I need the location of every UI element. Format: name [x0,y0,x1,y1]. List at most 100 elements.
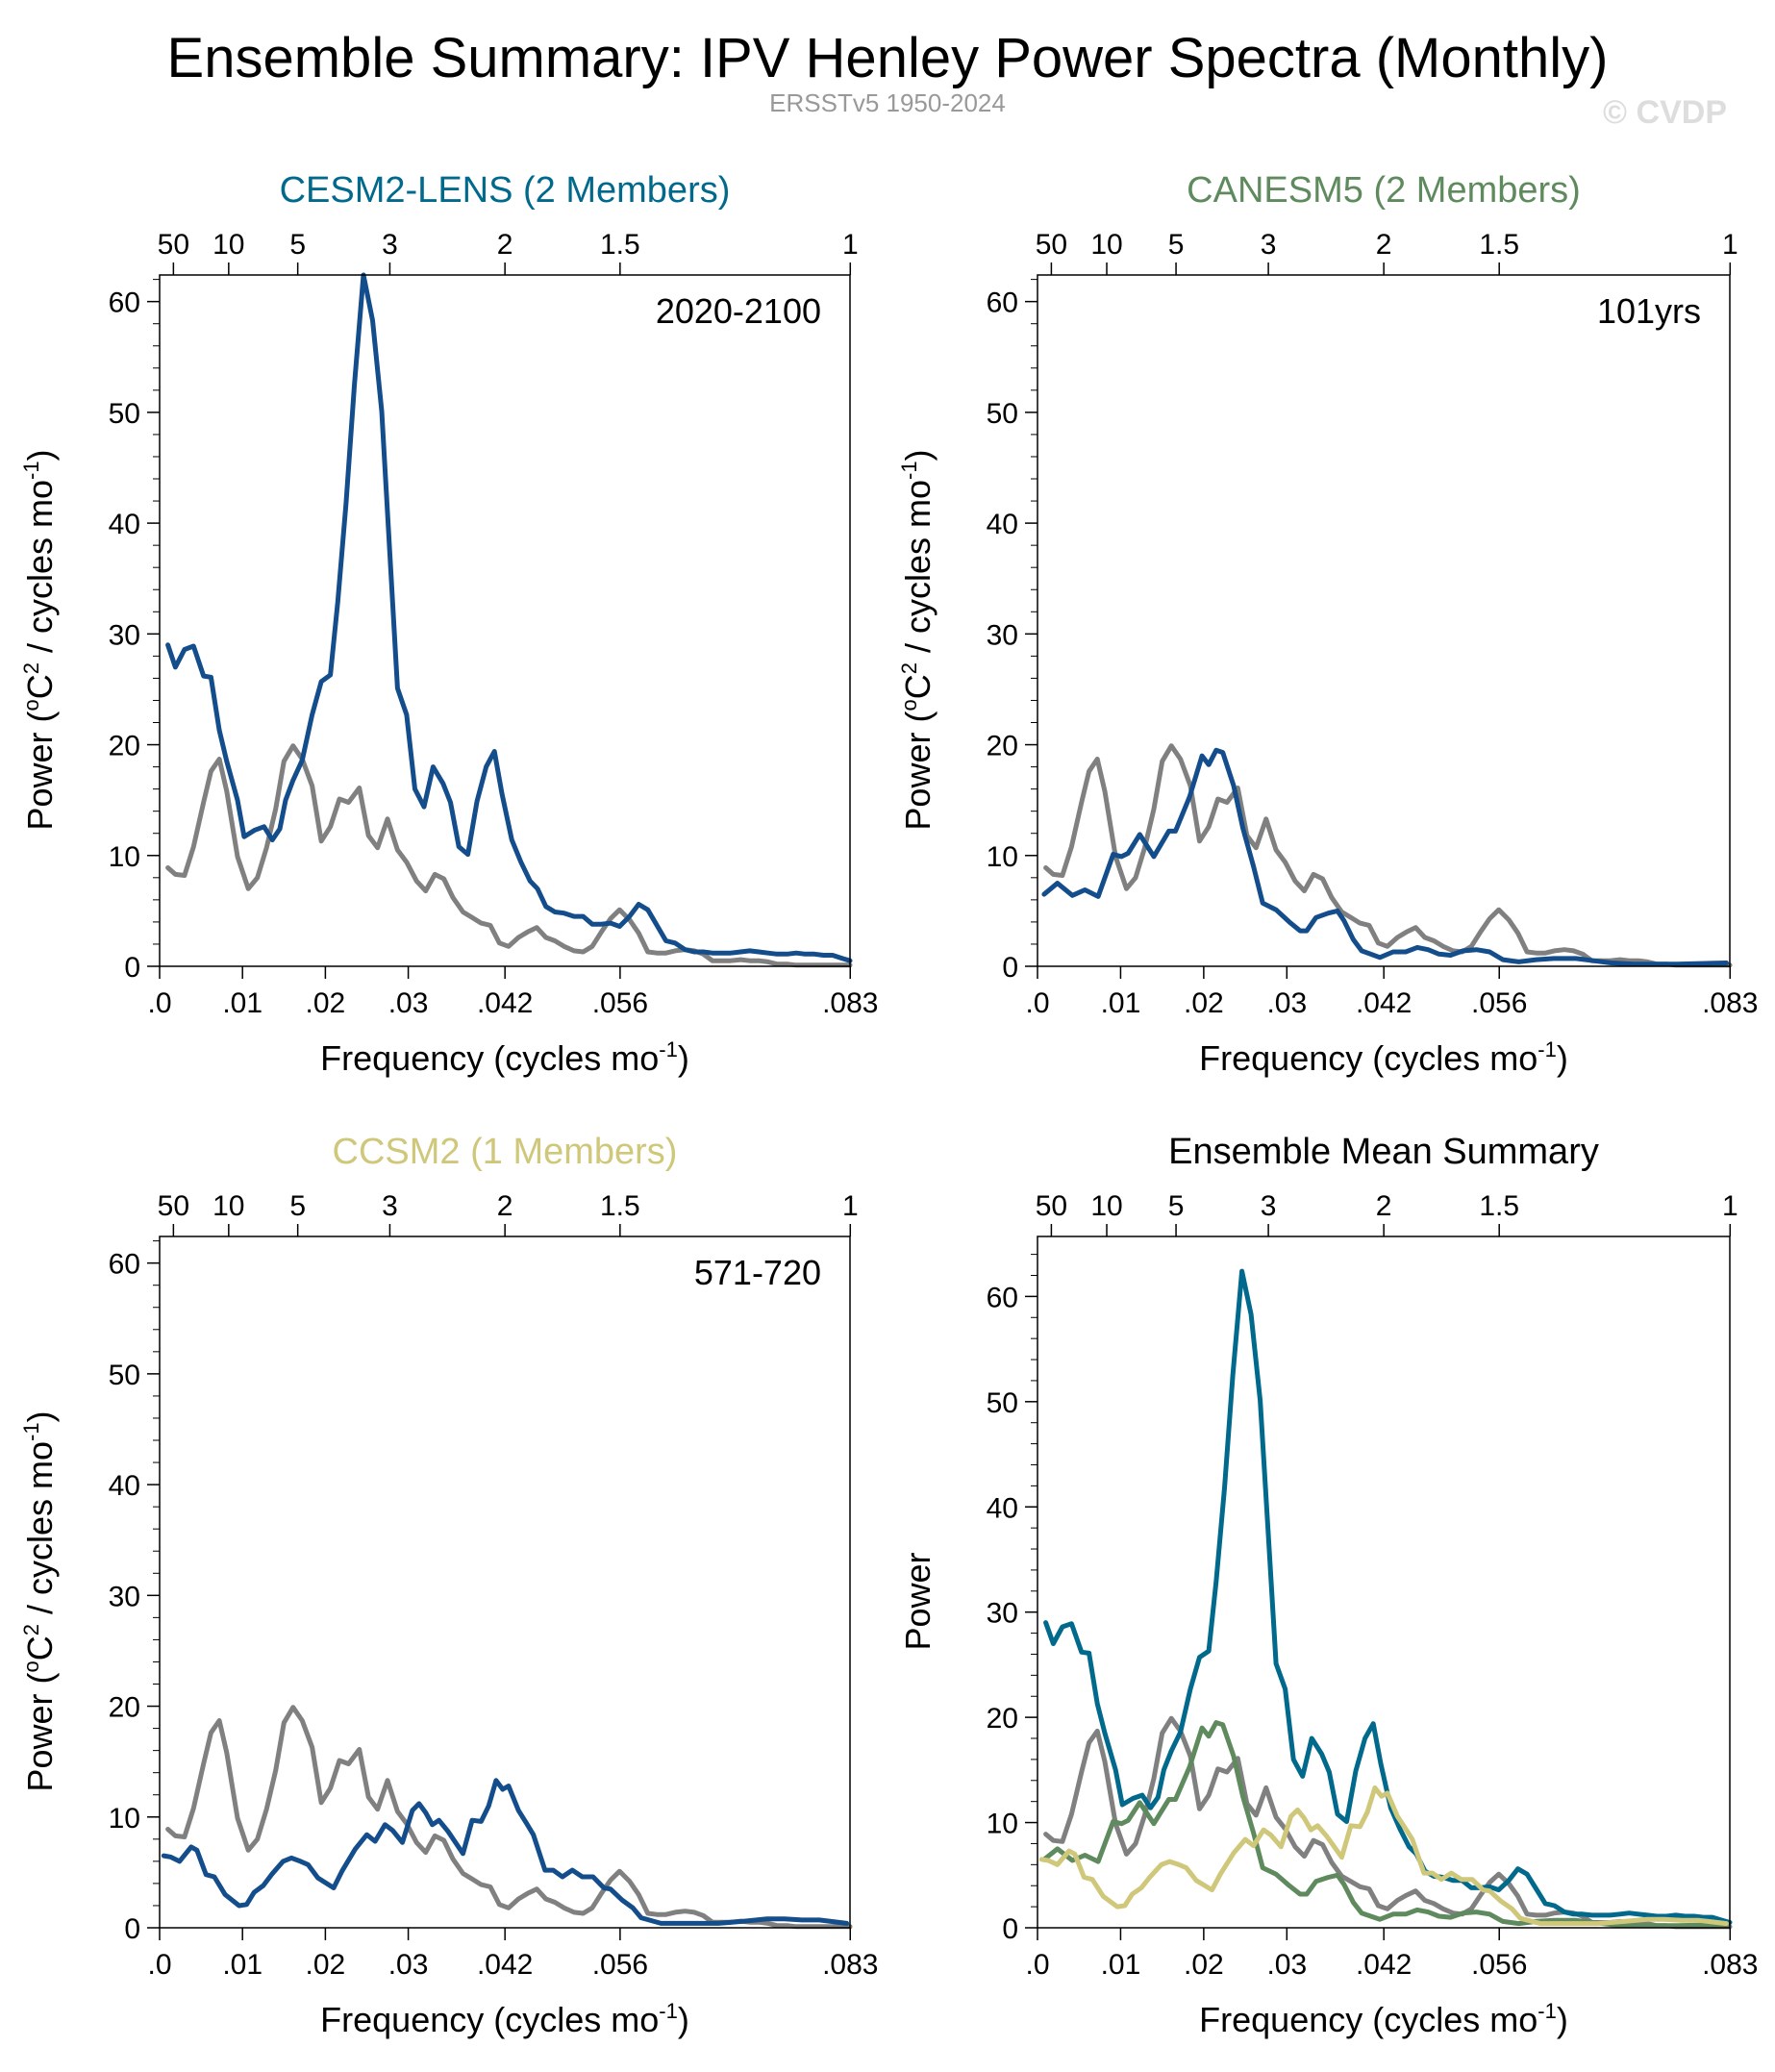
y-tick-label: 10 [109,841,140,873]
panel-1: CESM2-LENS (2 Members) 0 10 20 30 40 50 60 .0 .01… [19,170,878,1078]
x-tick-label: .0 [1025,987,1049,1019]
top-tick-label: 5 [289,229,306,261]
top-tick-label: 1.5 [1479,229,1519,261]
superscript: -1 [19,1422,43,1441]
y-tick-label: 20 [987,1703,1018,1735]
series-line-observations [1043,743,1733,968]
superscript: -1 [19,461,43,480]
label-segment: C [20,1635,60,1660]
series-line-observations [165,1705,853,1930]
panel-4: Ensemble Mean Summary 0 10 20 30 40 50 60 .0 .01.… [898,1132,1758,2039]
label-segment: C [898,674,938,699]
x-tick-label: .01 [1101,987,1141,1019]
x-tick-label: .056 [1471,987,1527,1019]
x-tick-label: .02 [1184,1949,1224,1981]
y-tick-label: 60 [987,1282,1018,1313]
y-tick-label: 0 [124,952,140,984]
x-tick-label: .01 [222,1949,262,1981]
top-tick-label: 1.5 [1479,1190,1519,1222]
superscript: -1 [659,1037,678,1061]
top-tick-label: 2 [497,229,513,261]
panel-2: CANESM5 (2 Members) 0 10 20 30 40 50 60 .0 .01 .02… [897,170,1758,1078]
top-tick-label: 1 [1722,1190,1738,1222]
x-tick-label: .042 [1356,987,1412,1019]
x-tick-label: .056 [592,987,648,1019]
y-tick-label: 10 [109,1803,140,1835]
top-tick-label: 2 [497,1190,513,1222]
y-tick-label: 0 [124,1913,140,1945]
superscript: 2 [19,662,43,674]
label-segment: ) [898,449,938,461]
figure-subtitle: ERSSTv5 1950-2024 [769,88,1006,117]
label-segment: ) [20,1410,60,1422]
y-axis-title: Power (oC2 / cycles mo-1) [19,1410,60,1791]
panel-title: CCSM2 (1 Members) [333,1132,678,1172]
superscript: o [897,699,921,711]
y-tick-label: 30 [109,1581,140,1612]
y-tick-label: 0 [1002,1913,1018,1945]
y-axis-title: Power [898,1552,938,1650]
top-tick-label: 10 [212,1190,244,1222]
cvdp-watermark: © CVDP [1603,94,1727,131]
label-segment: Frequency (cycles mo [1199,2000,1538,2039]
label-segment: ) [1557,1038,1568,1078]
x-tick-label: .03 [1266,1949,1307,1981]
panel-title: CESM2-LENS (2 Members) [280,170,731,211]
panels: CESM2-LENS (2 Members)0102030405060.0.01… [19,170,1758,2039]
y-tick-label: 40 [987,509,1018,540]
x-tick-label: .03 [388,987,429,1019]
x-tick-label: .03 [388,1949,429,1981]
label-segment: / cycles mo [20,1441,60,1624]
top-tick-label: 1 [842,1190,859,1222]
label-segment: Power ( [20,711,60,831]
series-line-ccsm2 [161,1778,850,1926]
label-segment: C [20,674,60,699]
y-axis-title: Power (oC2 / cycles mo-1) [19,449,60,830]
y-tick-label: 20 [109,1692,140,1724]
y-tick-label: 50 [987,1387,1018,1419]
label-segment: Frequency (cycles mo [320,2000,659,2039]
panel-3: CCSM2 (1 Members) 0 10 20 30 40 50 60 .0 .01 .02 .0… [19,1132,878,2039]
top-tick-label: 1 [842,229,859,261]
label-segment: ) [678,2000,689,2039]
x-tick-label: .083 [822,987,878,1019]
y-tick-label: 0 [1002,952,1018,984]
x-tick-label: .02 [306,1949,346,1981]
x-tick-label: .083 [1702,1949,1758,1981]
top-tick-label: 10 [1090,229,1122,261]
superscript: -1 [897,461,921,480]
x-tick-label: .042 [477,1949,533,1981]
series-line-canesm5 [1041,747,1729,967]
label-segment: / cycles mo [898,480,938,662]
top-tick-label: 3 [1261,229,1277,261]
y-tick-label: 50 [987,398,1018,430]
x-tick-label: .0 [1025,1949,1049,1981]
x-tick-label: .01 [222,987,262,1019]
top-tick-label: 1.5 [600,1190,640,1222]
superscript: o [19,699,43,711]
x-tick-label: .083 [822,1949,878,1981]
series-line-observations [165,743,853,968]
x-tick-label: .0 [147,1949,171,1981]
series-line-observations [1043,1715,1733,1930]
period-annotation: 2020-2100 [656,291,821,331]
x-tick-label: .02 [1184,987,1224,1019]
superscript: -1 [1538,1999,1557,2023]
y-axis-title: Power (oC2 / cycles mo-1) [897,449,938,830]
top-tick-label: 3 [382,1190,398,1222]
superscript: -1 [659,1999,678,2023]
series-line-canesm5 [1041,1720,1729,1929]
label-segment: ) [20,449,60,461]
y-tick-label: 50 [109,398,140,430]
top-tick-label: 50 [1036,229,1067,261]
top-tick-label: 2 [1376,1190,1392,1222]
top-tick-label: 50 [158,229,189,261]
y-tick-label: 40 [987,1492,1018,1524]
top-tick-label: 1.5 [600,229,640,261]
label-segment: Power [898,1552,938,1650]
y-tick-label: 30 [109,619,140,651]
superscript: 2 [897,662,921,674]
label-segment: Power ( [20,1673,60,1792]
x-tick-label: .083 [1702,987,1758,1019]
